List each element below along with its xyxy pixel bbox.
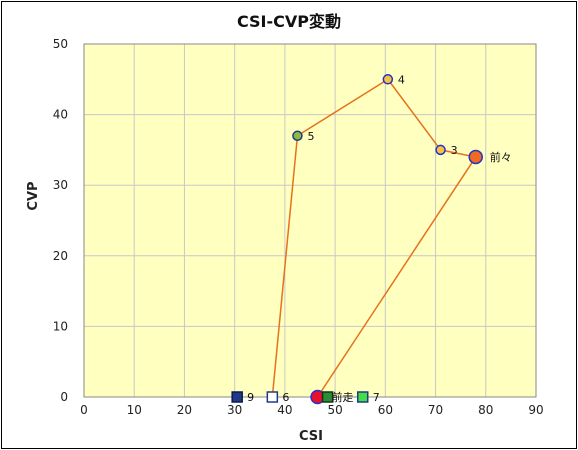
- data-point-marker: [266, 391, 279, 403]
- data-point-label: 3: [451, 144, 458, 157]
- data-point-label: 前々: [490, 150, 512, 164]
- x-tick-label: 60: [378, 403, 393, 417]
- x-tick-label: 50: [327, 403, 342, 417]
- data-point-label: 7: [373, 391, 380, 404]
- data-point-marker: [356, 391, 369, 403]
- data-point-label: 前走: [332, 390, 354, 404]
- chart-title: CSI-CVP変動: [237, 12, 341, 31]
- x-axis-title: CSI: [299, 429, 323, 444]
- x-tick-label: 70: [428, 403, 443, 417]
- cvp-path-line: [271, 78, 477, 398]
- data-point-marker: [321, 391, 334, 403]
- data-point-marker: [382, 74, 394, 85]
- plot-area: [83, 43, 537, 398]
- x-tick-label: 80: [478, 403, 493, 417]
- y-tick-label: 40: [53, 108, 68, 122]
- data-point-marker: [292, 130, 303, 142]
- y-tick-label: 20: [53, 249, 68, 263]
- x-tick-label: 10: [127, 403, 142, 417]
- y-tick-label: 50: [53, 37, 68, 51]
- x-tick-label: 20: [177, 403, 192, 417]
- y-axis-title: CVP: [26, 181, 41, 210]
- data-point-label: 6: [282, 391, 289, 404]
- x-tick-label: 0: [80, 403, 88, 417]
- y-tick-label: 30: [53, 178, 68, 192]
- data-point-marker: [435, 144, 446, 156]
- data-markers: [231, 74, 483, 405]
- data-point-label: 5: [307, 130, 314, 143]
- data-point-label: 4: [398, 73, 405, 86]
- x-tick-label: 40: [277, 403, 292, 417]
- plot-border: [83, 43, 537, 398]
- tick-labels: 0 10 20 30 40 50 60 70 80 90 0 10 20 30 40 50: [53, 37, 544, 417]
- x-tick-label: 30: [227, 403, 242, 417]
- data-point-marker: [231, 391, 243, 403]
- data-point-label: 9: [247, 391, 254, 404]
- data-point-marker: [468, 149, 483, 165]
- y-tick-label: 10: [53, 319, 68, 333]
- gridlines: [83, 43, 537, 398]
- x-tick-label: 90: [528, 403, 543, 417]
- y-tick-label: 0: [60, 390, 68, 404]
